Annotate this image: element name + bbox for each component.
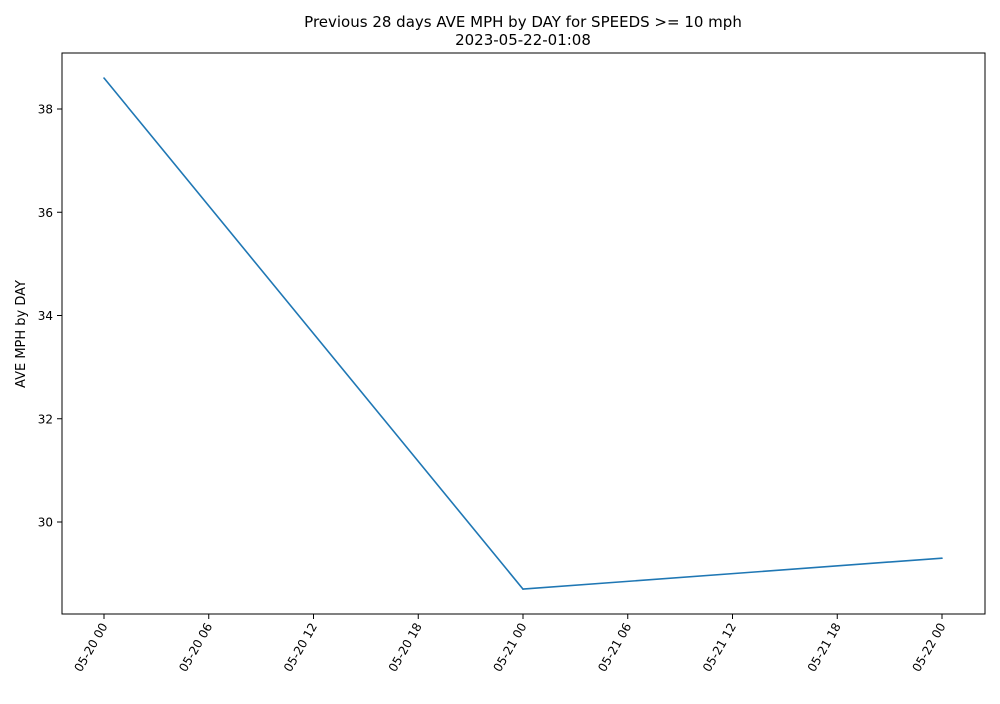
x-tick-label: 05-20 06 xyxy=(176,621,215,675)
x-tick-label: 05-21 18 xyxy=(805,621,844,675)
chart-title: Previous 28 days AVE MPH by DAY for SPEE… xyxy=(304,13,742,31)
x-axis-ticks: 05-20 00 05-20 06 05-20 12 05-20 18 05-21 00… xyxy=(71,614,949,675)
y-tick-label: 36 xyxy=(38,206,53,220)
series-line xyxy=(103,77,943,590)
y-axis-label: AVE MPH by DAY xyxy=(14,280,29,388)
y-tick-label: 32 xyxy=(38,412,53,426)
x-tick-label: 05-20 00 xyxy=(71,621,110,675)
chart-subtitle: 2023-05-22-01:08 xyxy=(455,31,591,49)
x-tick-label: 05-22 00 xyxy=(909,621,948,675)
y-tick-label: 34 xyxy=(38,309,53,323)
series-layer xyxy=(103,77,943,590)
x-tick-label: 05-20 12 xyxy=(281,621,320,675)
y-tick-label: 38 xyxy=(38,103,53,117)
data-point xyxy=(103,77,105,79)
y-axis-ticks: 30 32 34 36 38 xyxy=(38,103,62,530)
data-point xyxy=(522,588,524,590)
x-tick-label: 05-20 18 xyxy=(386,621,425,675)
x-tick-label: 05-21 00 xyxy=(490,621,529,675)
x-tick-label: 05-21 12 xyxy=(700,621,739,675)
x-tick-label: 05-21 06 xyxy=(595,621,634,675)
y-tick-label: 30 xyxy=(38,516,53,530)
plot-area xyxy=(61,52,986,615)
data-point xyxy=(941,557,943,559)
